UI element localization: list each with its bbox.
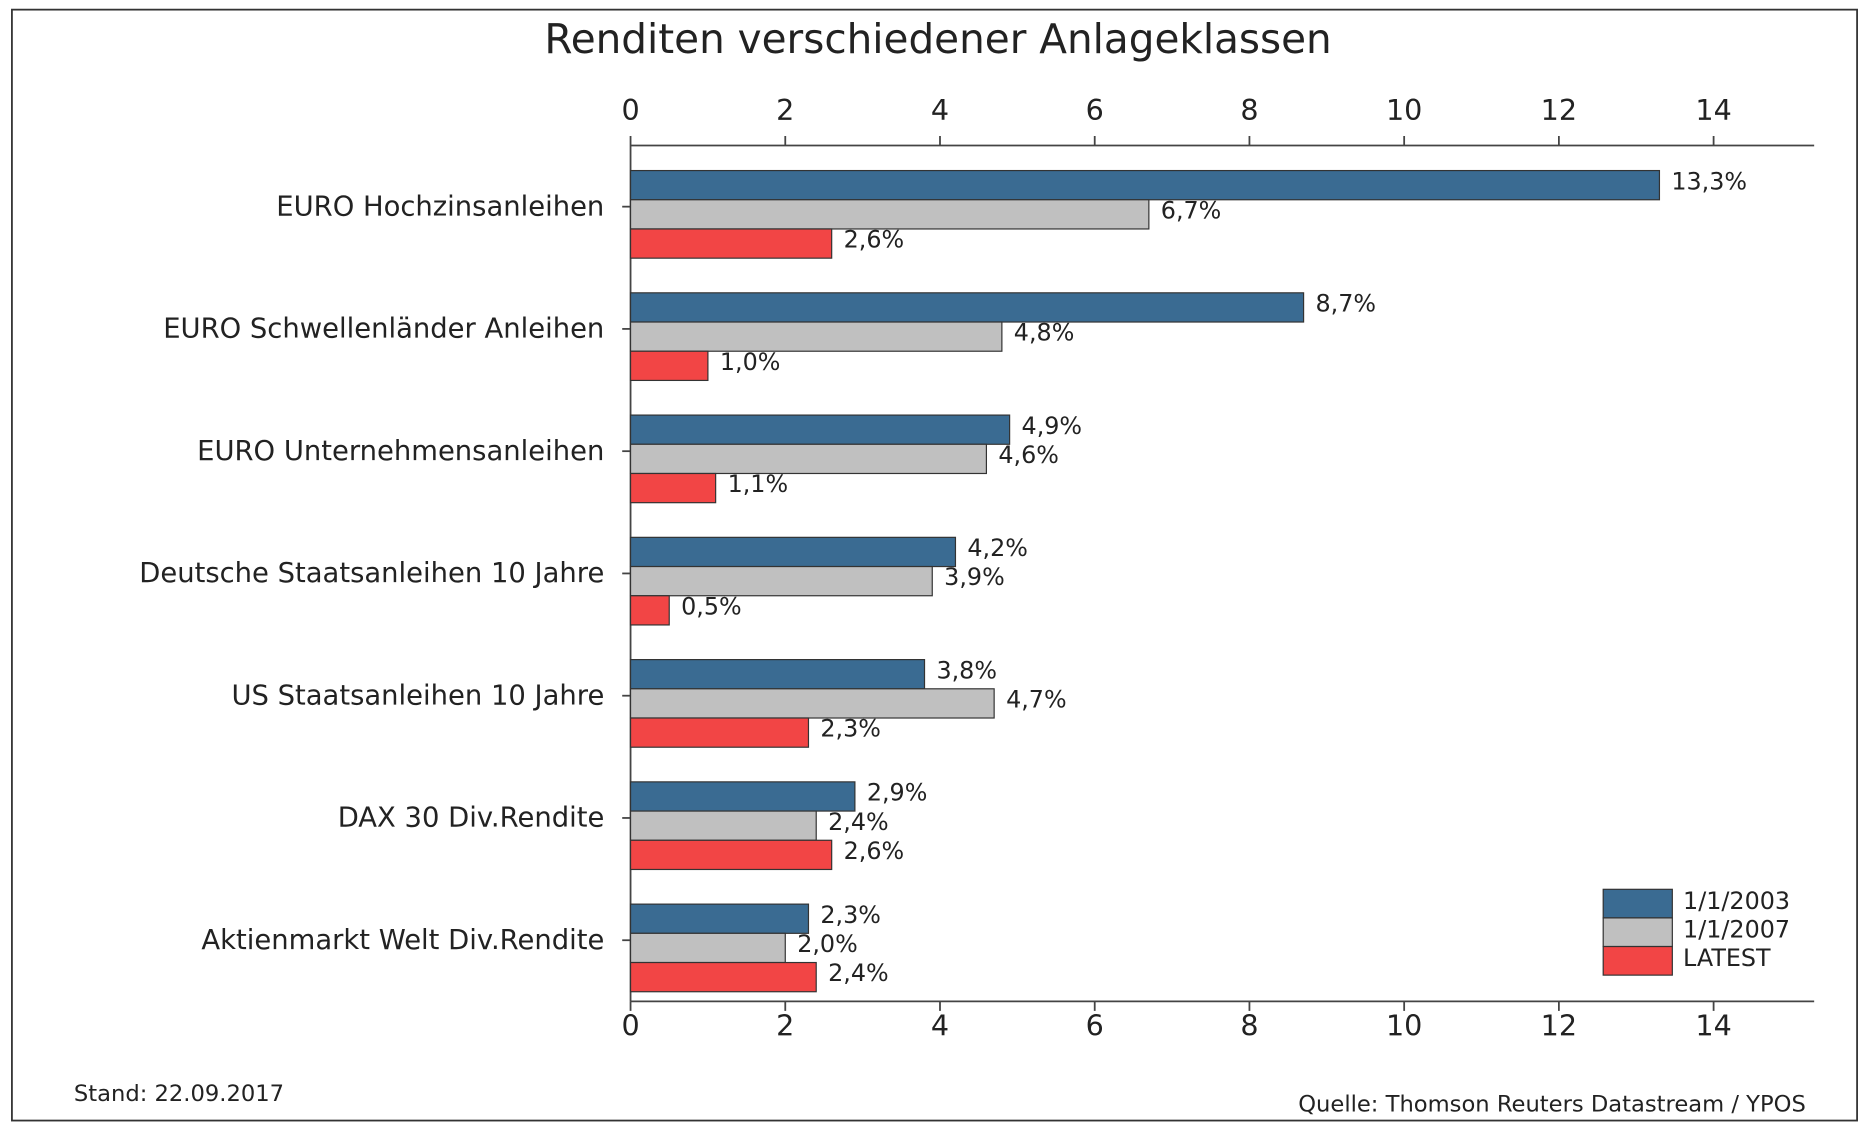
value-label: 2,0% xyxy=(797,930,858,958)
y-tick-label: EURO Unternehmensanleihen xyxy=(197,436,604,467)
bar xyxy=(629,659,926,690)
value-label: 4,6% xyxy=(998,441,1059,469)
value-label: 4,7% xyxy=(1006,686,1067,714)
x-tick-label: 6 xyxy=(1086,93,1104,127)
bar xyxy=(629,199,1150,230)
x-tick-label: 10 xyxy=(1386,93,1422,127)
value-label: 1,0% xyxy=(720,348,781,376)
bar xyxy=(629,443,988,475)
bar xyxy=(629,839,833,871)
bar xyxy=(629,169,1661,201)
value-label: 4,9% xyxy=(1022,412,1083,440)
bar xyxy=(629,688,995,719)
x-tick-label: 0 xyxy=(621,1009,639,1043)
footnote-right: Quelle: Thomson Reuters Datastream / YPO… xyxy=(1298,1092,1806,1118)
x-tick-label: 6 xyxy=(1086,1009,1104,1043)
y-tick-label: DAX 30 Div.Rendite xyxy=(338,803,605,834)
x-tick-label: 8 xyxy=(1240,1009,1258,1043)
legend-swatch xyxy=(1602,917,1673,948)
bar xyxy=(629,414,1011,445)
x-tick-label: 14 xyxy=(1695,1009,1731,1043)
x-tick-label: 4 xyxy=(931,1009,949,1043)
bar xyxy=(629,350,709,382)
y-tick-label: US Staatsanleihen 10 Jahre xyxy=(231,680,604,711)
value-label: 2,9% xyxy=(867,779,928,807)
bar xyxy=(629,781,856,812)
x-tick-label: 10 xyxy=(1386,1009,1422,1043)
legend-swatch xyxy=(1602,888,1673,919)
x-tick-label: 0 xyxy=(621,93,639,127)
value-label: 2,4% xyxy=(828,808,889,836)
bar xyxy=(629,903,810,934)
bar xyxy=(629,932,786,964)
y-tick-label: Deutsche Staatsanleihen 10 Jahre xyxy=(139,558,604,589)
legend-label: 1/1/2003 xyxy=(1683,887,1790,915)
value-label: 3,9% xyxy=(944,563,1005,591)
footnote-left: Stand: 22.09.2017 xyxy=(74,1081,284,1107)
bar xyxy=(629,961,817,993)
value-label: 13,3% xyxy=(1671,167,1747,195)
bar xyxy=(629,536,957,568)
value-label: 8,7% xyxy=(1316,290,1377,318)
bar xyxy=(629,565,933,597)
bar xyxy=(629,810,817,841)
bar xyxy=(629,228,833,259)
value-label: 2,4% xyxy=(828,959,889,987)
y-tick-label: EURO Hochzinsanleihen xyxy=(276,191,604,222)
value-label: 2,6% xyxy=(844,226,905,254)
value-label: 0,5% xyxy=(681,592,742,620)
value-label: 2,3% xyxy=(820,901,881,929)
legend-label: 1/1/2007 xyxy=(1683,916,1790,944)
bar xyxy=(629,595,670,626)
value-label: 6,7% xyxy=(1161,196,1222,224)
x-tick-label: 2 xyxy=(776,1009,794,1043)
x-tick-label: 12 xyxy=(1541,93,1577,127)
legend-label: LATEST xyxy=(1683,944,1771,972)
value-label: 4,8% xyxy=(1014,319,1075,347)
y-tick-label: Aktienmarkt Welt Div.Rendite xyxy=(201,925,604,956)
chart-title: Renditen verschiedener Anlageklassen xyxy=(544,15,1331,63)
x-tick-label: 4 xyxy=(931,93,949,127)
bar xyxy=(629,292,1305,323)
bar xyxy=(629,717,810,748)
value-label: 4,2% xyxy=(967,534,1028,562)
bar xyxy=(629,472,717,504)
legend-swatch xyxy=(1602,945,1673,976)
value-label: 2,3% xyxy=(820,715,881,743)
x-tick-label: 2 xyxy=(776,93,794,127)
x-tick-label: 12 xyxy=(1541,1009,1577,1043)
value-label: 1,1% xyxy=(728,470,789,498)
value-label: 2,6% xyxy=(844,837,905,865)
value-label: 3,8% xyxy=(936,656,997,684)
x-tick-label: 14 xyxy=(1695,93,1731,127)
bar xyxy=(629,321,1003,352)
y-tick-label: EURO Schwellenländer Anleihen xyxy=(163,314,604,345)
x-tick-label: 8 xyxy=(1240,93,1258,127)
